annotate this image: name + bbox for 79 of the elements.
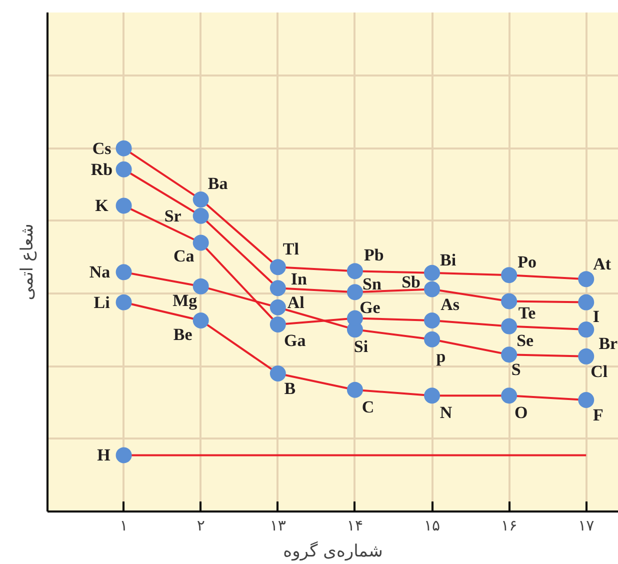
annotation: Br <box>598 334 618 354</box>
annotation: Rb <box>90 160 113 179</box>
annotation: As <box>440 294 460 314</box>
annotation: Po <box>518 252 537 272</box>
y-axis-title: شعاع اتمی <box>18 224 38 300</box>
annotation: B <box>284 378 296 398</box>
point <box>270 259 286 276</box>
annotation: p <box>436 346 446 366</box>
point <box>116 264 132 280</box>
annotation: Ca <box>173 246 195 266</box>
point <box>270 366 286 382</box>
annotation: O <box>514 403 528 422</box>
annotation: I <box>592 306 600 326</box>
annotation: K <box>95 196 110 216</box>
point <box>424 312 440 328</box>
point <box>501 267 518 284</box>
point <box>501 388 518 404</box>
x-tick-label: ۱۶ <box>501 516 518 534</box>
annotation: Sr <box>164 206 182 226</box>
point <box>192 234 209 251</box>
annotation: Pb <box>364 246 384 265</box>
point <box>116 447 132 464</box>
point <box>578 271 594 288</box>
annotation: C <box>362 397 374 416</box>
point <box>346 263 363 280</box>
annotation: H <box>97 446 110 465</box>
point <box>192 208 209 224</box>
point <box>424 281 440 298</box>
annotation: Cl <box>590 362 608 381</box>
point <box>270 299 286 316</box>
annotation: Sb <box>402 272 420 292</box>
annotation: Sn <box>362 274 382 294</box>
point <box>346 382 363 398</box>
x-tick-label: ۱۵ <box>424 516 440 534</box>
annotation: F <box>592 406 604 425</box>
annotation: N <box>440 403 453 422</box>
annotation: Ga <box>284 330 306 350</box>
point <box>116 140 132 156</box>
point <box>346 284 363 300</box>
annotation: Be <box>173 324 193 344</box>
point <box>578 294 594 310</box>
annotation: S <box>511 360 521 380</box>
point <box>116 294 132 310</box>
point <box>578 392 594 408</box>
point <box>116 161 132 178</box>
annotation: Bi <box>440 250 456 270</box>
annotation: Cs <box>92 138 112 158</box>
point <box>424 388 440 404</box>
x-tick-label: ۱ <box>120 516 128 534</box>
annotation: Ge <box>360 298 381 317</box>
annotation: Tl <box>282 240 300 259</box>
x-tick-label: ۱۴ <box>346 516 364 534</box>
annotation: In <box>290 270 308 289</box>
x-tick-label: ۲ <box>196 516 205 534</box>
point <box>578 348 594 364</box>
x-tick-label: ۱۳ <box>270 516 286 534</box>
point <box>192 312 209 328</box>
annotation: Se <box>516 330 534 350</box>
x-axis-title: شماره‌ی گروه <box>283 540 383 562</box>
annotation: Ba <box>208 174 228 194</box>
point <box>578 322 594 338</box>
annotation: Li <box>94 292 110 312</box>
annotation: Al <box>287 292 305 312</box>
annotation: Na <box>89 262 111 282</box>
point <box>270 280 286 296</box>
point <box>501 318 518 334</box>
point <box>270 316 286 332</box>
x-tick-label: ۱۷ <box>578 516 594 534</box>
annotation: Mg <box>172 290 198 310</box>
point <box>501 346 518 363</box>
annotation: Si <box>354 337 368 356</box>
point <box>424 264 440 281</box>
point <box>501 293 518 310</box>
annotation: At <box>593 254 612 274</box>
point <box>424 331 440 348</box>
point <box>116 198 132 214</box>
point <box>192 278 209 294</box>
point <box>192 192 209 208</box>
annotation: Te <box>518 304 536 323</box>
